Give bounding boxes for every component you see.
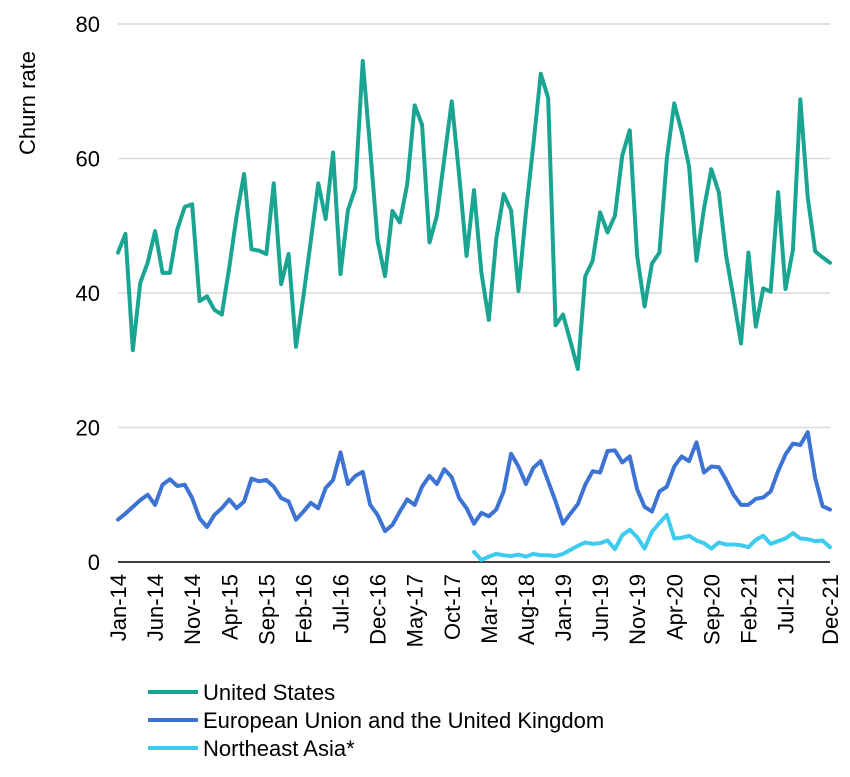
series-lines	[116, 58, 832, 562]
x-tick-label: Apr-20	[662, 574, 687, 640]
x-tick-label: Aug-18	[514, 574, 539, 645]
x-tick-label: Feb-21	[736, 574, 761, 644]
series-line-northeast-asia	[472, 512, 832, 562]
x-tick-label: Nov-19	[625, 574, 650, 645]
y-tick-labels: 0 20 40 60 80	[76, 12, 100, 575]
y-axis-title: Churn rate	[15, 51, 40, 155]
y-tick-label: 80	[76, 12, 100, 37]
y-tick-label: 40	[76, 281, 100, 306]
x-tick-label: Feb-16	[291, 574, 316, 644]
x-tick-label: Jul-16	[329, 574, 354, 634]
x-tick-label: Dec-16	[366, 574, 391, 645]
x-tick-label: Apr-15	[217, 574, 242, 640]
legend-label: European Union and the United Kingdom	[203, 708, 604, 733]
x-tick-label: Jan-14	[106, 574, 131, 641]
x-tick-label: Mar-18	[477, 574, 502, 644]
gridlines	[118, 23, 830, 429]
x-tick-label: Jun-14	[143, 574, 168, 641]
y-tick-label: 60	[76, 147, 100, 172]
x-tick-label: May-17	[403, 574, 428, 647]
x-tick-label: Dec-21	[818, 574, 843, 645]
series-line-european-union-and-the-united-kingdom	[116, 430, 832, 534]
x-tick-label: Sep-15	[254, 574, 279, 645]
y-tick-label: 20	[76, 416, 100, 441]
x-tick-label: Jun-19	[588, 574, 613, 641]
legend-label: Northeast Asia*	[203, 736, 355, 761]
x-tick-label: Jan-19	[551, 574, 576, 641]
legend: United States European Union and the Unit…	[148, 680, 604, 761]
x-tick-label: Oct-17	[440, 574, 465, 640]
x-tick-label: Jul-21	[774, 574, 799, 634]
y-tick-label: 0	[88, 550, 100, 575]
legend-label: United States	[203, 680, 335, 705]
x-tick-label: Nov-14	[180, 574, 205, 645]
x-tick-label: Sep-20	[699, 574, 724, 645]
series-line-united-states	[116, 58, 832, 371]
x-tick-labels: Jan-14 Jun-14 Nov-14 Apr-15 Sep-15 Feb-16 Jul-…	[106, 574, 843, 647]
